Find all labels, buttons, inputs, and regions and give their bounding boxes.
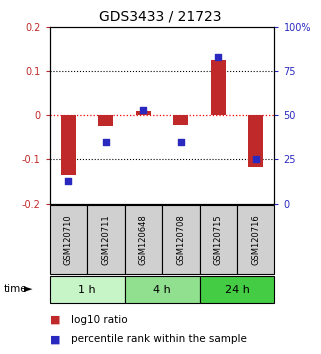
Bar [211, 60, 226, 115]
Text: 24 h: 24 h [225, 285, 249, 295]
Bar [125, 205, 162, 274]
Point [141, 107, 146, 113]
Bar [162, 205, 200, 274]
Point [216, 54, 221, 59]
Text: GSM120710: GSM120710 [64, 215, 73, 265]
Text: percentile rank within the sample: percentile rank within the sample [71, 334, 247, 344]
Point [103, 139, 108, 144]
Bar [50, 276, 125, 303]
Bar [50, 205, 87, 274]
Text: time: time [3, 284, 27, 294]
Text: GSM120715: GSM120715 [214, 215, 223, 265]
Bar [61, 115, 76, 175]
Text: GSM120708: GSM120708 [176, 215, 185, 265]
Bar [237, 205, 274, 274]
Text: ►: ► [24, 284, 32, 294]
Bar [125, 276, 200, 303]
Bar [200, 205, 237, 274]
Text: GSM120648: GSM120648 [139, 215, 148, 265]
Text: ■: ■ [50, 315, 60, 325]
Text: 1 h: 1 h [78, 285, 96, 295]
Bar [173, 115, 188, 125]
Text: GDS3433 / 21723: GDS3433 / 21723 [99, 9, 222, 23]
Point [178, 139, 183, 144]
Text: GSM120716: GSM120716 [251, 215, 260, 265]
Bar [99, 115, 113, 126]
Text: log10 ratio: log10 ratio [71, 315, 127, 325]
Text: ■: ■ [50, 334, 60, 344]
Bar [136, 110, 151, 115]
Point [253, 156, 258, 162]
Bar [200, 276, 274, 303]
Bar [248, 115, 263, 167]
Bar [87, 205, 125, 274]
Point [66, 178, 71, 183]
Text: GSM120711: GSM120711 [101, 215, 110, 265]
Text: 4 h: 4 h [153, 285, 171, 295]
